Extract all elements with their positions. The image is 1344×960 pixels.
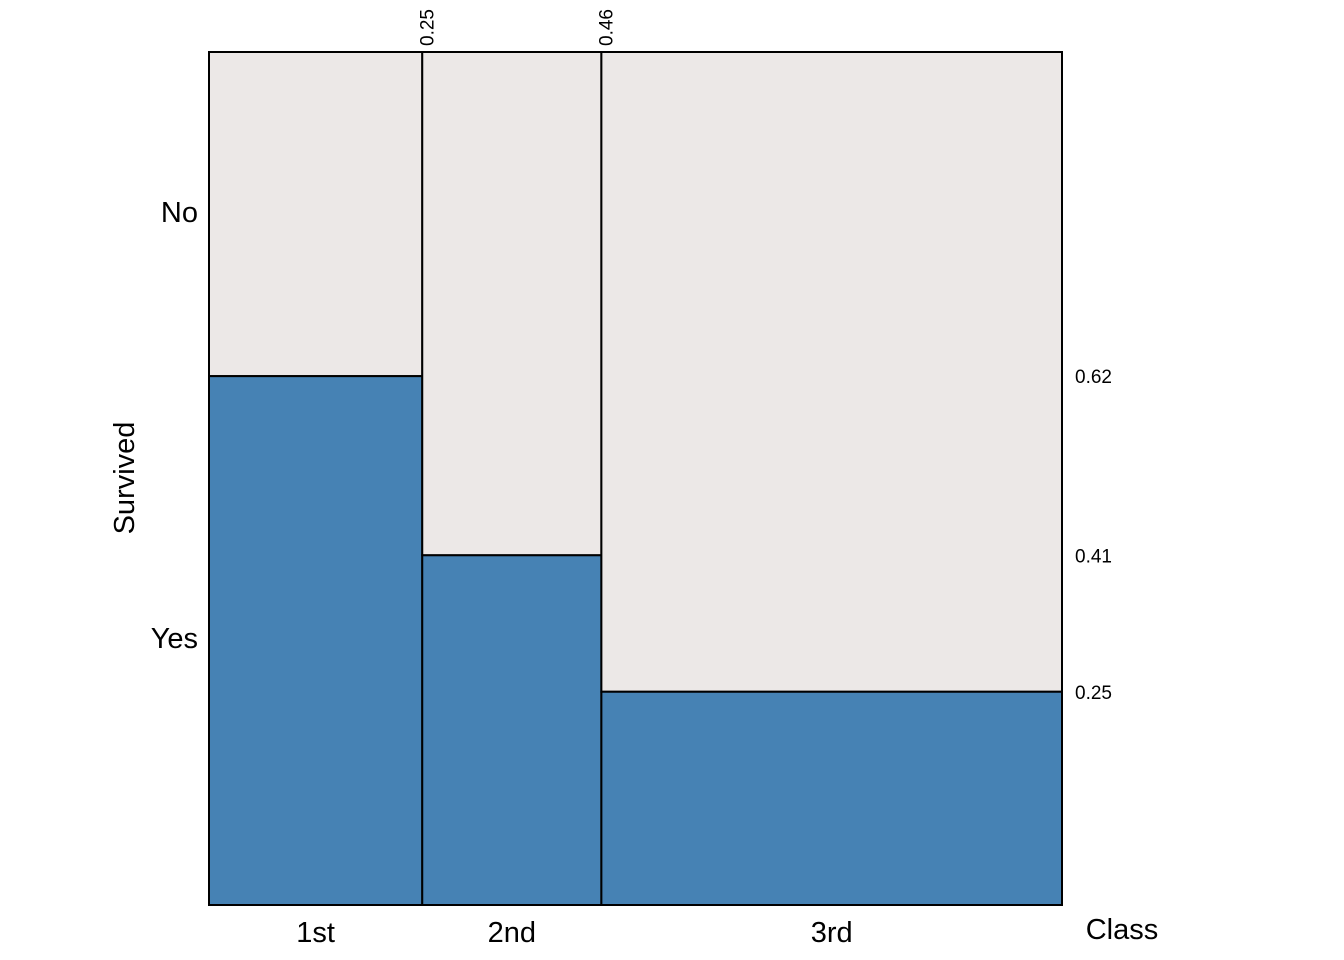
x-tick-labels: 1st 2nd 3rd [296, 917, 852, 949]
y-axis-title: Survived [109, 422, 141, 535]
x-axis-title: Class [1086, 914, 1159, 946]
x-tick-2nd: 2nd [488, 917, 536, 949]
cell-1st-yes [208, 375, 424, 906]
x-boundary-labels: 0.25 0.46 [417, 9, 617, 46]
cell-3rd-no [600, 51, 1063, 693]
x-tick-3rd: 3rd [811, 917, 853, 949]
x-boundary-label-2: 0.46 [596, 9, 617, 46]
y-tick-labels: No Yes [151, 197, 198, 655]
cell-2nd-no [421, 51, 603, 557]
x-boundary-label-1: 0.25 [417, 9, 438, 46]
cell-3rd-yes [600, 690, 1063, 906]
proportion-label-3rd: 0.25 [1075, 683, 1112, 704]
proportion-label-1st: 0.62 [1075, 367, 1112, 388]
proportion-label-2nd: 0.41 [1075, 546, 1112, 567]
x-tick-1st: 1st [296, 917, 335, 949]
y-tick-yes: Yes [151, 623, 198, 655]
cell-2nd-yes [421, 554, 603, 907]
cell-1st-no [208, 51, 424, 378]
proportion-labels: 0.62 0.41 0.25 [1075, 367, 1112, 704]
y-tick-no: No [161, 197, 198, 229]
mosaic-cells [208, 51, 1063, 907]
